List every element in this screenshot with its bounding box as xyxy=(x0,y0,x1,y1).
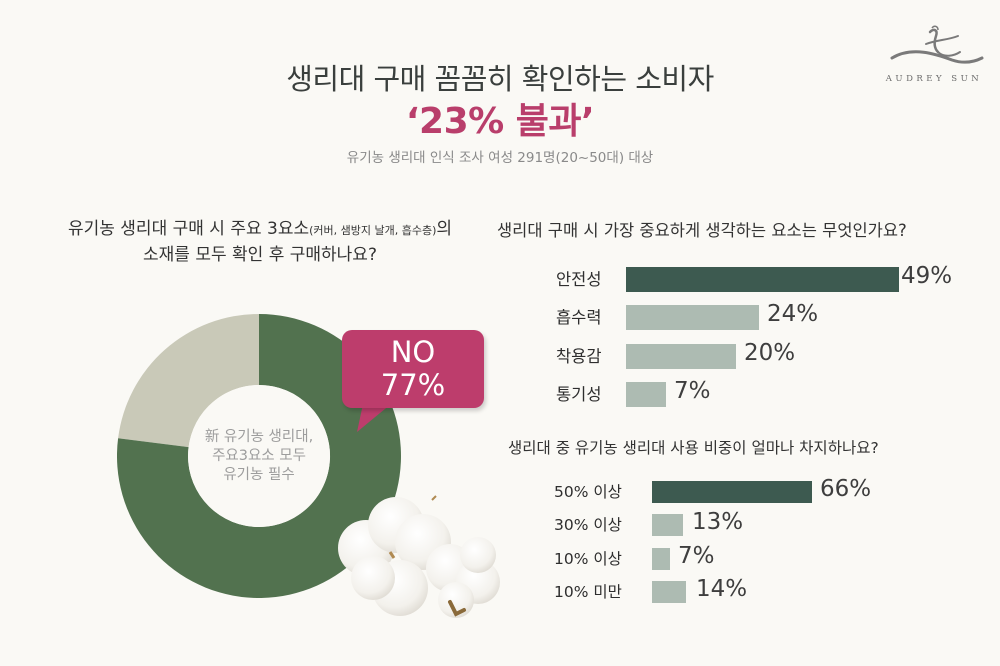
donut-center-label: 新 유기농 생리대, 주요3요소 모두 유기농 필수 xyxy=(190,428,328,485)
page-title: 생리대 구매 꼼꼼히 확인하는 소비자 xyxy=(286,62,714,96)
bar-value: 14% xyxy=(696,576,748,602)
donut-chart xyxy=(117,314,401,598)
bar xyxy=(652,548,670,570)
donut-segment-no xyxy=(117,314,401,598)
donut-center-line: 유기농 필수 xyxy=(223,467,295,483)
bar-chart-1-question: 생리대 구매 시 가장 중요하게 생각하는 요소는 무엇인가요? xyxy=(497,221,907,240)
donut-question-line1-end: 의 xyxy=(436,219,453,239)
brand-logo-text: AUDREY SUN xyxy=(885,74,983,84)
callout-no-77: NO 77% xyxy=(342,330,484,408)
bar xyxy=(626,382,666,407)
donut-center-line: 新 유기농 생리대, xyxy=(204,429,314,445)
callout-line2: 77% xyxy=(380,368,446,402)
bar xyxy=(626,344,736,369)
brand-logo: AUDREY SUN xyxy=(878,22,990,98)
bar-label: 10% 미만 xyxy=(554,583,622,601)
donut-question-line2: 소재를 모두 확인 후 구매하나요? xyxy=(143,245,377,265)
bar-label: 10% 이상 xyxy=(554,550,622,568)
bar-label: 50% 이상 xyxy=(554,483,622,501)
bar-label: 착용감 xyxy=(556,347,602,366)
bar-value: 24% xyxy=(767,301,819,327)
bar-value: 49% xyxy=(901,263,953,289)
bar-label: 30% 이상 xyxy=(554,516,622,534)
callout-line1: NO xyxy=(390,335,436,369)
bar-value: 20% xyxy=(744,340,796,366)
bar-value: 66% xyxy=(820,476,872,502)
bar-label: 흡수력 xyxy=(556,308,602,327)
bar xyxy=(626,305,759,330)
bar xyxy=(626,267,899,292)
bar-value: 7% xyxy=(674,378,711,404)
bar xyxy=(652,481,812,503)
donut-question-line1: 유기농 생리대 구매 시 주요 3요소 xyxy=(67,219,310,239)
bar-chart-2-question: 생리대 중 유기농 생리대 사용 비중이 얼마나 차지하나요? xyxy=(508,439,879,457)
bar-value: 7% xyxy=(678,543,715,569)
donut-question-parenthetical: (커버, 샘방지 날개, 흡수층) xyxy=(309,224,437,237)
survey-subtitle: 유기농 생리대 인식 조사 여성 291명(20~50대) 대상 xyxy=(346,150,654,166)
cotton-boll-image xyxy=(338,495,500,618)
donut-center-line: 주요3요소 모두 xyxy=(212,448,306,464)
callout-tail xyxy=(357,404,391,432)
bar-label: 통기성 xyxy=(556,385,602,404)
donut-question: 유기농 생리대 구매 시 주요 3요소(커버, 샘방지 날개, 흡수층)의 소재… xyxy=(40,217,480,268)
headline-accent: ‘23% 불과’ xyxy=(405,101,595,142)
bar-label: 안전성 xyxy=(556,270,602,289)
swan-wave-logo-icon xyxy=(890,25,984,64)
bar xyxy=(652,581,686,603)
donut-segment-yes xyxy=(118,314,259,448)
bar xyxy=(652,514,683,536)
bar-value: 13% xyxy=(692,509,744,535)
